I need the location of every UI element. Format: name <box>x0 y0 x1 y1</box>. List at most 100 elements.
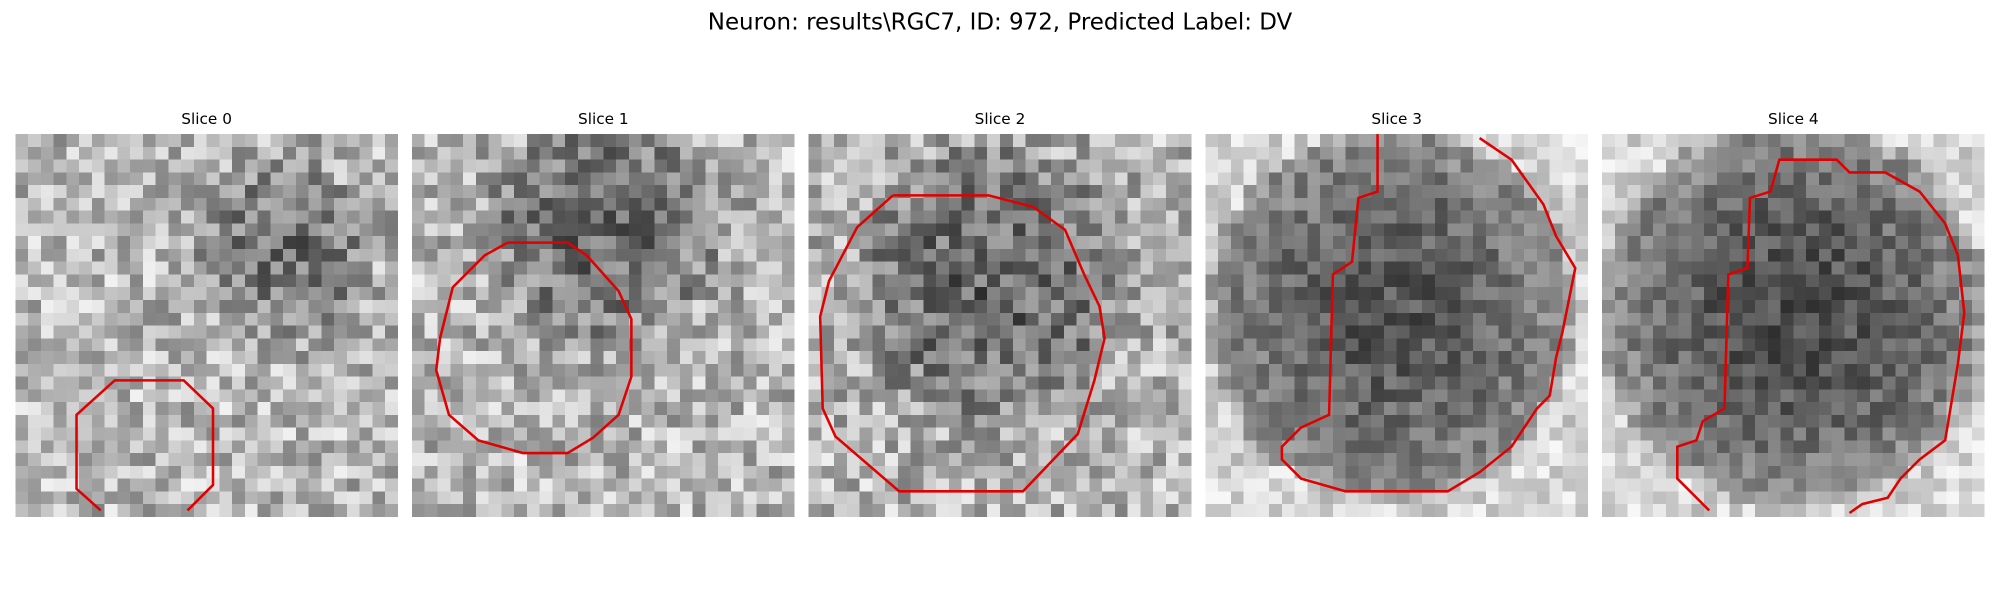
pixel <box>104 478 118 492</box>
pixel <box>1307 465 1321 479</box>
pixel <box>1038 197 1052 211</box>
pixel <box>539 478 553 492</box>
pixel <box>1882 300 1896 313</box>
pixel <box>897 325 911 339</box>
pixel <box>1908 197 1921 211</box>
pixel <box>321 172 335 186</box>
pixel <box>1536 427 1550 441</box>
pixel <box>1114 146 1128 160</box>
pixel <box>257 478 271 492</box>
pixel <box>40 159 54 173</box>
pixel <box>552 363 566 377</box>
pixel <box>1038 465 1052 479</box>
pixel <box>1882 414 1896 428</box>
pixel <box>1307 491 1321 505</box>
pixel <box>385 504 398 517</box>
pixel <box>577 338 591 352</box>
pixel <box>1524 146 1537 160</box>
pixel <box>1000 465 1013 479</box>
pixel <box>718 287 731 300</box>
pixel <box>1920 185 1934 198</box>
pixel <box>130 389 143 403</box>
pixel <box>923 312 937 326</box>
pixel <box>1205 465 1219 479</box>
pixel <box>1614 414 1628 428</box>
pixel <box>1345 172 1359 186</box>
pixel <box>1178 363 1192 377</box>
pixel <box>1307 427 1321 441</box>
pixel <box>193 159 207 173</box>
pixel <box>769 274 782 288</box>
pixel <box>1971 197 1985 211</box>
pixel <box>1218 159 1231 173</box>
pixel <box>526 312 540 326</box>
pixel <box>1269 197 1282 211</box>
pixel <box>756 478 770 492</box>
pixel <box>104 236 118 249</box>
pixel <box>359 185 373 198</box>
pixel <box>1422 465 1435 479</box>
pixel <box>1895 223 1909 237</box>
pixel <box>1653 478 1666 492</box>
pixel <box>1460 300 1474 313</box>
pixel <box>206 134 220 147</box>
pixel <box>104 351 118 364</box>
pixel <box>232 261 245 275</box>
pixel <box>769 172 782 186</box>
pixel <box>936 440 949 454</box>
image <box>1205 134 1589 517</box>
pixel <box>308 465 322 479</box>
pixel <box>1524 440 1537 454</box>
pixel <box>66 210 80 224</box>
pixel <box>1946 287 1960 300</box>
pixel <box>1332 389 1346 403</box>
pixel <box>385 363 398 377</box>
pixel <box>1857 159 1870 173</box>
pixel <box>321 427 335 441</box>
pixel <box>1434 389 1448 403</box>
pixel <box>769 197 782 211</box>
pixel <box>15 351 29 364</box>
pixel <box>130 363 143 377</box>
pixel <box>1178 504 1192 517</box>
pixel <box>667 351 680 364</box>
pixel <box>244 172 258 186</box>
pixel <box>616 134 629 147</box>
pixel <box>1269 427 1282 441</box>
pixel <box>475 159 489 173</box>
pixel <box>821 504 835 517</box>
pixel <box>1281 185 1295 198</box>
pixel <box>718 402 731 415</box>
pixel <box>424 325 438 339</box>
pixel <box>1114 351 1128 364</box>
pixel <box>1127 351 1141 364</box>
pixel <box>1256 300 1270 313</box>
pixel <box>411 504 425 517</box>
pixel <box>424 427 438 441</box>
pixel <box>232 389 245 403</box>
pixel <box>1473 427 1486 441</box>
pixel <box>40 134 54 147</box>
pixel <box>872 402 886 415</box>
pixel <box>1831 172 1845 186</box>
pixel <box>1102 261 1115 275</box>
pixel <box>334 363 347 377</box>
pixel <box>1422 300 1435 313</box>
pixel <box>948 376 962 390</box>
pixel <box>1627 210 1641 224</box>
pixel <box>834 146 847 160</box>
pixel <box>1383 185 1397 198</box>
pixel <box>1294 223 1308 237</box>
pixel <box>1524 300 1537 313</box>
pixel <box>718 389 731 403</box>
pixel <box>257 261 271 275</box>
pixel <box>1422 376 1435 390</box>
pixel <box>1857 134 1870 147</box>
pixel <box>1256 159 1270 173</box>
pixel <box>1165 274 1179 288</box>
pixel <box>1920 414 1934 428</box>
pixel <box>193 402 207 415</box>
pixel <box>1051 440 1064 454</box>
pixel <box>359 338 373 352</box>
pixel <box>1562 172 1576 186</box>
